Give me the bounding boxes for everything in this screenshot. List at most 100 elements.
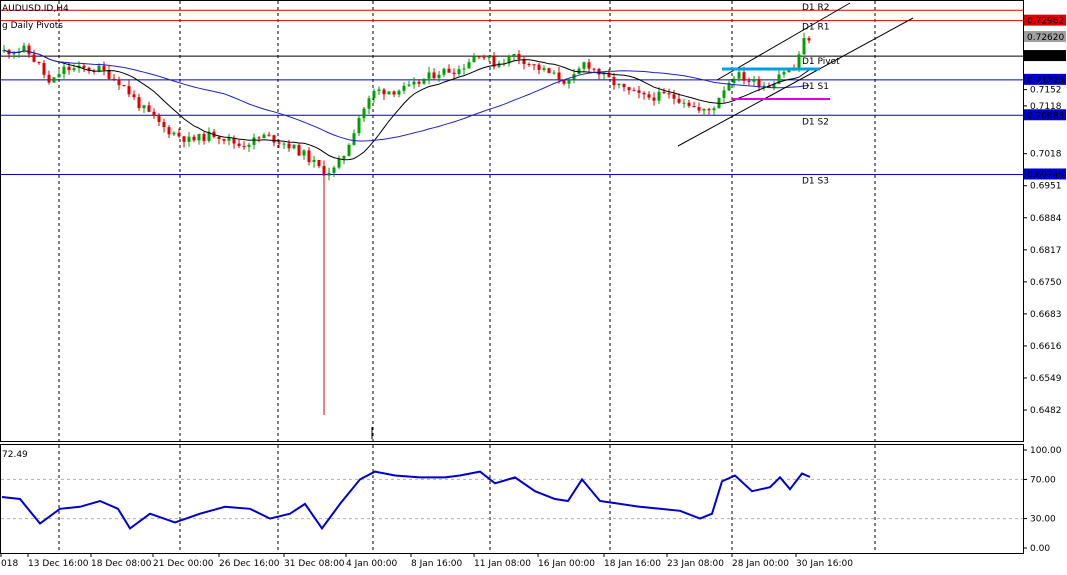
candle-body [462,68,466,70]
x-tick-label: 018 [1,559,18,569]
drawn-objects[interactable] [371,2,914,439]
price-tag-label: 0.69745 [1027,170,1064,180]
candle-body [772,83,776,88]
x-tick-label: 16 Jan 00:00 [538,559,595,569]
candle-body [657,91,661,101]
candle-body [592,68,596,70]
channel-line-lower [677,17,914,147]
candle-body [732,78,736,83]
candle-body [497,63,501,67]
candle-body [272,135,276,143]
pivot-label: D1 R2 [802,3,830,13]
candle-body [662,91,666,94]
candle-body [357,118,361,134]
candle-body [757,79,761,88]
candle-body [807,38,811,41]
x-tick-label: 23 Jan 08:00 [667,559,724,569]
candle-body [697,107,701,111]
oscillator-frame [0,444,1024,554]
y-tick-label: 0.6750 [1030,278,1062,288]
candle-body [487,56,491,58]
candle-body [612,77,616,86]
pivot-label: D1 Pivot [802,57,840,67]
candle-body [277,142,281,144]
candle-body [527,64,531,66]
candle-body [147,105,151,112]
candle-body [327,172,331,176]
candle-body [72,68,76,71]
candle-body [447,68,451,73]
pivot-label: D1 S2 [802,117,829,127]
oscillator-value: 72.49 [2,450,28,460]
candle-body [647,94,651,98]
candle-body [52,77,56,83]
candle-body [407,84,411,86]
candle-body [577,68,581,74]
candle-body [482,57,486,59]
oscillator-tick-label: 30.00 [1030,515,1056,525]
candle-body [542,68,546,70]
price-tag-label: 0.70983 [1027,111,1064,121]
price-tag-box [1024,168,1066,180]
candle-body [2,50,6,52]
price-tag-box [1024,109,1066,121]
candle-body [107,70,111,79]
candle-body [297,144,301,156]
candle-body [317,160,321,167]
candle-body [637,90,641,93]
candle-body [402,85,406,91]
candles [2,32,811,415]
candle-body [417,81,421,84]
y-tick-label: 0.6482 [1030,406,1062,416]
candle-body [222,139,226,141]
x-tick-label: 21 Dec 00:00 [153,559,214,569]
y-tick-label: 0.7152 [1030,86,1062,96]
candle-body [532,64,536,66]
candle-body [622,83,626,88]
candle-body [227,137,231,141]
candle-body [692,105,696,108]
candle-body [567,79,571,84]
candle-body [582,62,586,69]
candle-body [427,72,431,79]
price-tag-label: 0.72962 [1027,17,1064,27]
candle-body [32,54,36,62]
price-tag-box [1024,50,1066,62]
candle-body [182,136,186,142]
candle-body [172,132,176,135]
candle-body [42,63,46,75]
candle-body [312,160,316,163]
candle-body [442,68,446,75]
candle-body [27,45,31,55]
candle-body [387,91,391,95]
x-tick-label: 30 Jan 16:00 [796,559,853,569]
candle-body [632,90,636,92]
y-tick-label: 0.7118 [1030,102,1062,112]
candle-body [57,74,61,78]
oscillator-tick-label: 100.00 [1030,446,1062,456]
candle-body [507,55,511,64]
candle-body [782,72,786,75]
candle-body [677,98,681,103]
candle-body [742,72,746,81]
candle-body [247,144,251,147]
candle-body [47,74,51,83]
oscillator-tick-label: 70.00 [1030,475,1056,485]
moving-average-slow [3,49,810,142]
candle-body [652,97,656,101]
candle-body [747,80,751,82]
price-axis: 0.72620.72220.71520.71180.70180.69510.68… [1023,33,1062,416]
x-tick-label: 28 Jan 00:00 [732,559,789,569]
candle-body [667,93,671,95]
x-tick-label: 13 Dec 16:00 [28,559,89,569]
candle-body [197,134,201,141]
candle-body [342,155,346,159]
candle-body [217,136,221,140]
candle-body [337,158,341,168]
price-tags: 0.72962 0.72620 0.72221 0.71724 0.70983 0.697… [1024,14,1066,180]
candle-body [137,97,141,109]
candle-body [712,108,716,111]
time-axis: 018 13 Dec 16:00 18 Dec 08:00 21 Dec 00:00 2… [0,553,853,569]
candle-body [162,121,166,128]
